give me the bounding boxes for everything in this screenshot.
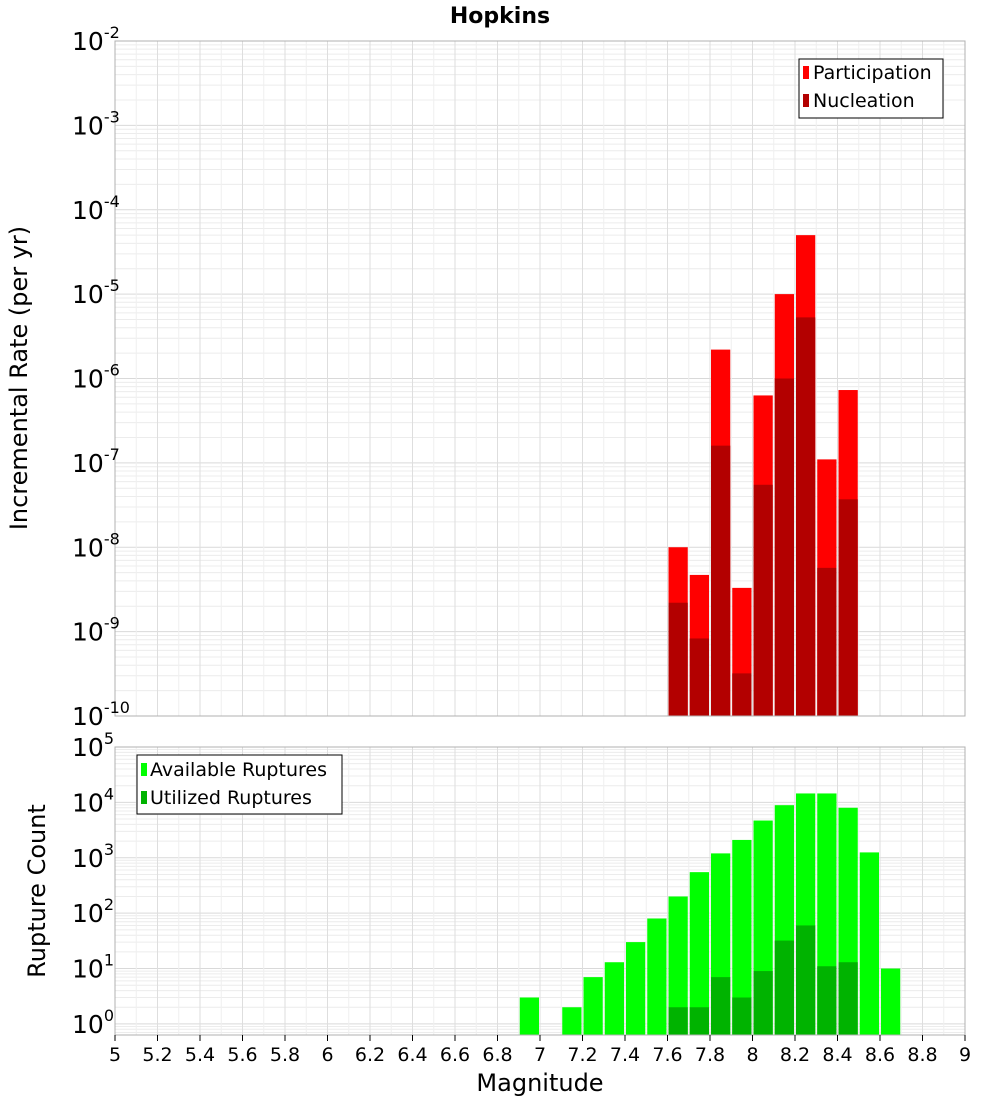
rupture-y-tick-label: 102 xyxy=(72,895,114,928)
rupture-legend-box xyxy=(136,754,343,815)
rate-y-tick-label: 10-4 xyxy=(72,192,120,225)
x-tick-label: 8.6 xyxy=(865,1044,895,1066)
nucleation-legend-swatch xyxy=(803,94,809,107)
nucleation-bar xyxy=(689,638,709,716)
utilized-ruptures-bar xyxy=(838,962,858,1035)
rate-bars xyxy=(668,235,858,716)
x-tick-label: 5.2 xyxy=(142,1044,172,1066)
available-ruptures-bar xyxy=(519,997,539,1035)
utilized-ruptures-bar xyxy=(668,1007,688,1035)
available-ruptures-bar xyxy=(732,839,752,1035)
magnitude-x-axis-title: Magnitude xyxy=(476,1069,603,1097)
x-tick-label: 8.8 xyxy=(907,1044,937,1066)
available-ruptures-legend-label: Available Ruptures xyxy=(150,759,327,781)
nucleation-bar xyxy=(774,378,794,716)
rupture-bars xyxy=(519,793,901,1035)
x-tick-label: 7.4 xyxy=(610,1044,640,1066)
rupture-y-tick-label: 100 xyxy=(72,1006,114,1039)
rupture-y-tick-labels: 100 101 102 103 104 105 xyxy=(72,729,114,1039)
rupture-count-panel: 100 101 102 103 104 105 5 5.2 5.4 5.6 5.8 6 6.2 6.4 6… xyxy=(23,729,971,1097)
participation-legend-swatch xyxy=(803,66,809,79)
utilized-ruptures-bar xyxy=(817,966,837,1035)
available-ruptures-bar xyxy=(689,872,709,1035)
available-ruptures-bar xyxy=(859,852,879,1035)
x-tick-label: 5.4 xyxy=(185,1044,215,1066)
nucleation-legend-label: Nucleation xyxy=(813,90,915,112)
x-tick-label: 6.8 xyxy=(482,1044,512,1066)
x-tick-label: 8 xyxy=(746,1044,758,1066)
x-tick-label: 7 xyxy=(534,1044,546,1066)
x-tick-label: 8.2 xyxy=(780,1044,810,1066)
available-ruptures-legend-swatch xyxy=(141,763,147,776)
utilized-ruptures-bar xyxy=(689,1007,709,1035)
rate-y-tick-label: 10-8 xyxy=(72,529,120,562)
rupture-y-tick-label: 104 xyxy=(72,784,114,817)
available-ruptures-bar xyxy=(881,968,901,1035)
rate-y-tick-label: 10-6 xyxy=(72,361,120,394)
rate-y-tick-label: 10-9 xyxy=(72,614,120,647)
rupture-y-tick-label: 101 xyxy=(72,951,114,984)
x-tick-label: 5.8 xyxy=(270,1044,300,1066)
rate-y-tick-label: 10-3 xyxy=(72,107,120,140)
available-ruptures-bar xyxy=(604,962,624,1035)
utilized-ruptures-legend-swatch xyxy=(141,791,147,804)
rate-y-tick-label: 10-7 xyxy=(72,445,120,478)
rate-y-tick-label: 10-2 xyxy=(72,23,120,56)
rate-y-tick-label: 10-5 xyxy=(72,276,120,309)
participation-legend-label: Participation xyxy=(813,62,932,84)
x-tick-label: 6.4 xyxy=(397,1044,427,1066)
x-tick-label: 6 xyxy=(321,1044,333,1066)
x-tick-label: 6.6 xyxy=(440,1044,470,1066)
nucleation-bar xyxy=(753,484,773,716)
x-tick-label: 5 xyxy=(109,1044,121,1066)
rupture-y-tick-label: 105 xyxy=(72,729,114,762)
rate-plot-panel: 10-10 10-9 10-8 10-7 10-6 10-5 10-4 10-3 10-2 In… xyxy=(5,23,966,731)
utilized-ruptures-bar xyxy=(753,971,773,1035)
available-ruptures-bar xyxy=(562,1007,582,1035)
x-tick-label: 9 xyxy=(959,1044,971,1066)
utilized-ruptures-bar xyxy=(711,977,731,1035)
utilized-ruptures-legend-label: Utilized Ruptures xyxy=(150,787,312,809)
rate-plot-border xyxy=(114,40,966,717)
rate-y-axis-title: Incremental Rate (per yr) xyxy=(5,226,33,530)
nucleation-bar xyxy=(732,673,752,716)
rupture-y-tick-label: 103 xyxy=(72,840,114,873)
nucleation-bar xyxy=(838,499,858,716)
nucleation-bar xyxy=(817,567,837,716)
nucleation-bar xyxy=(796,317,816,716)
x-tick-label: 7.6 xyxy=(652,1044,682,1066)
rupture-legend: Available Ruptures Utilized Ruptures xyxy=(136,754,343,815)
nucleation-bar xyxy=(711,445,731,716)
rate-y-tick-labels: 10-10 10-9 10-8 10-7 10-6 10-5 10-4 10-3 10-2 xyxy=(72,23,130,731)
x-tick-label: 5.6 xyxy=(227,1044,257,1066)
rate-gridlines xyxy=(114,40,966,717)
utilized-ruptures-bar xyxy=(796,925,816,1035)
utilized-ruptures-bar xyxy=(774,940,794,1035)
rupture-y-axis-title: Rupture Count xyxy=(23,804,51,978)
rate-y-tick-label: 10-10 xyxy=(72,698,130,731)
x-tick-label: 7.2 xyxy=(567,1044,597,1066)
x-tick-label: 7.8 xyxy=(695,1044,725,1066)
chart-title: Hopkins xyxy=(450,4,550,29)
available-ruptures-bar xyxy=(626,942,646,1035)
magnitude-x-tick-labels: 5 5.2 5.4 5.6 5.8 6 6.2 6.4 6.6 6.8 7 7.2 7.4 7.6 7.8 8… xyxy=(109,1035,971,1066)
available-ruptures-bar xyxy=(583,977,603,1035)
nucleation-bar xyxy=(668,602,688,716)
rate-legend-box xyxy=(798,58,944,119)
utilized-ruptures-bar xyxy=(732,997,752,1035)
rate-legend: Participation Nucleation xyxy=(798,58,944,119)
x-tick-label: 8.4 xyxy=(822,1044,852,1066)
available-ruptures-bar xyxy=(668,896,688,1035)
available-ruptures-bar xyxy=(647,918,667,1035)
x-tick-label: 6.2 xyxy=(355,1044,385,1066)
